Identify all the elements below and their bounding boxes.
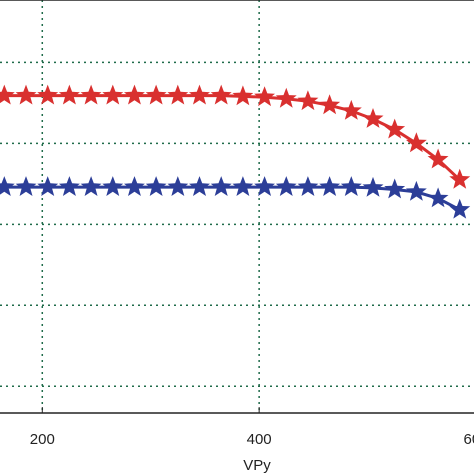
star-marker [80, 176, 102, 196]
star-marker [210, 176, 232, 196]
star-marker [145, 84, 167, 105]
star-marker [319, 176, 341, 196]
x-axis-label: VPy [243, 457, 271, 474]
star-marker [15, 84, 37, 105]
star-marker [384, 118, 406, 139]
series-line [4, 185, 461, 212]
star-marker [297, 90, 319, 111]
star-marker [102, 84, 124, 105]
star-marker [0, 84, 15, 105]
star-marker [189, 84, 210, 105]
star-marker [58, 84, 80, 105]
star-marker [58, 176, 80, 196]
star-marker [340, 99, 362, 120]
star-marker [405, 132, 427, 153]
star-marker [340, 176, 362, 196]
star-marker [232, 85, 254, 106]
star-marker [145, 176, 167, 196]
star-marker [124, 176, 145, 196]
plot-frame [0, 0, 474, 414]
star-marker [362, 108, 384, 128]
star-marker [124, 84, 145, 105]
star-marker [275, 176, 297, 196]
star-marker [15, 176, 37, 196]
star-marker [384, 178, 406, 199]
star-marker [167, 84, 189, 105]
series-line [4, 94, 461, 181]
star-marker [362, 176, 384, 197]
star-marker [232, 176, 254, 196]
star-marker [427, 187, 449, 208]
star-marker [210, 84, 232, 105]
star-marker [37, 84, 59, 105]
star-marker [167, 176, 189, 196]
star-marker [37, 176, 59, 196]
star-marker [80, 84, 102, 105]
star-marker [254, 176, 275, 196]
star-marker [0, 176, 15, 196]
x-tick-label: 400 [247, 431, 272, 448]
star-marker [427, 148, 449, 169]
x-tick-label: 200 [30, 431, 55, 448]
star-marker [319, 94, 341, 115]
star-marker [449, 198, 471, 219]
x-tick-label: 600 [463, 431, 474, 448]
star-marker [102, 176, 124, 196]
star-marker [297, 176, 319, 196]
star-marker [275, 87, 297, 108]
star-marker [405, 180, 427, 201]
star-marker [254, 86, 275, 107]
star-marker [449, 168, 471, 189]
star-marker [189, 176, 210, 196]
